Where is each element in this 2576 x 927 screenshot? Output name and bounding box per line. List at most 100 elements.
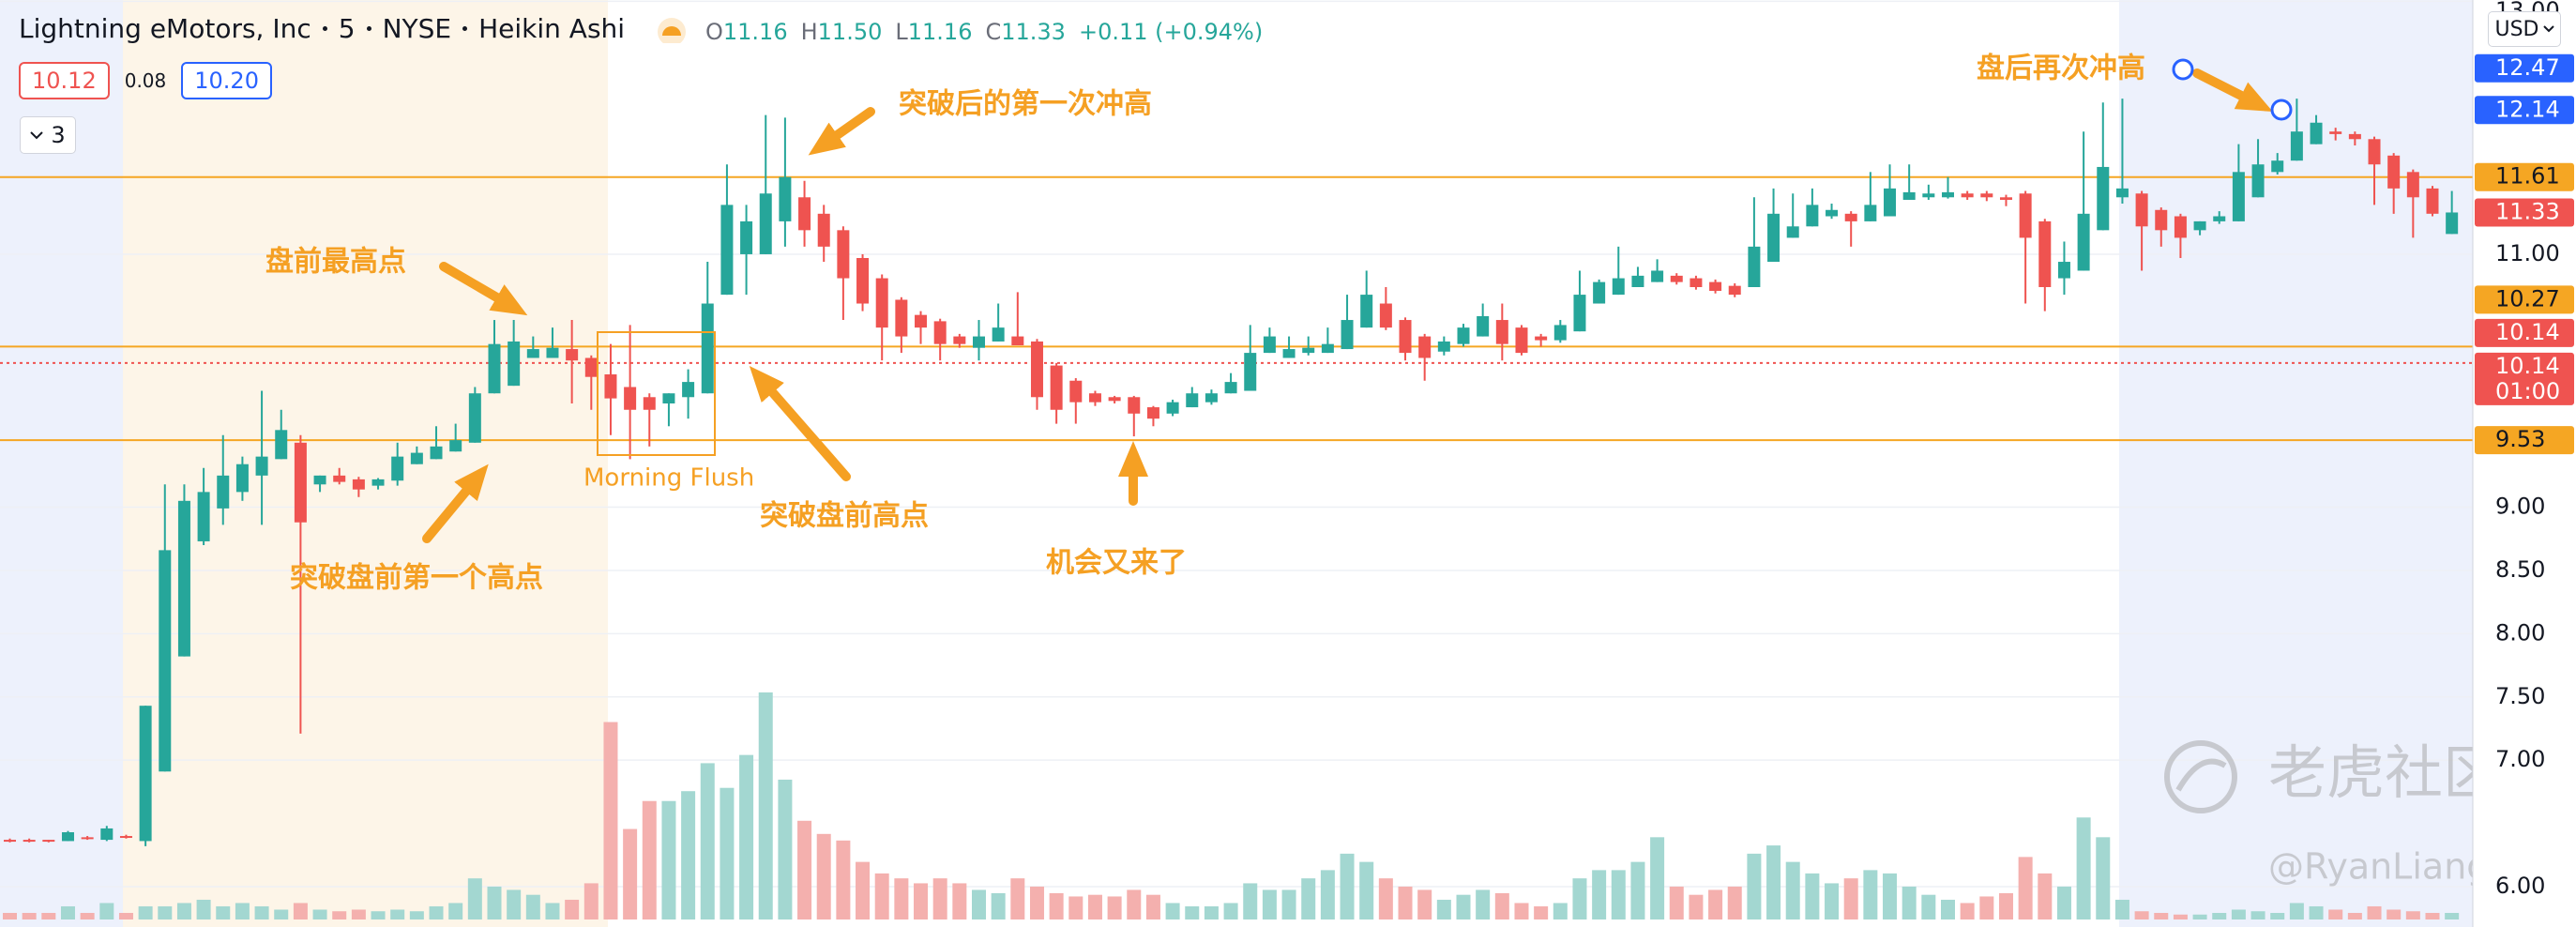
- y-tick-label: 8.00: [2495, 619, 2545, 646]
- volume-bar: [758, 692, 773, 919]
- price-label-box: [2475, 96, 2574, 125]
- candle-body: [2368, 139, 2381, 165]
- volume-bar: [1747, 853, 1762, 919]
- candle-body: [759, 193, 772, 254]
- volume-bar: [1476, 889, 1491, 919]
- indicator-toggle[interactable]: 3: [20, 116, 76, 154]
- volume-bar: [1941, 899, 1955, 919]
- candle-body: [1844, 213, 1857, 221]
- price-label-box: [2475, 198, 2574, 227]
- volume-bar: [1165, 903, 1180, 919]
- ohlc-key: H: [800, 19, 818, 45]
- volume-bar: [1494, 892, 1509, 919]
- volume-bar: [1825, 883, 1840, 919]
- price-label-box: [2475, 352, 2574, 405]
- ohlc-key: O: [705, 19, 723, 45]
- sell-price[interactable]: 10.12: [19, 62, 110, 99]
- volume-bar: [118, 912, 133, 919]
- ohlc-key: L: [895, 19, 908, 45]
- volume-bar: [972, 889, 986, 919]
- candle-body: [546, 347, 559, 358]
- candle-body: [604, 374, 617, 399]
- drawing-anchor: [2172, 58, 2194, 81]
- volume-bar: [1417, 889, 1432, 919]
- volume-bar: [1689, 894, 1704, 919]
- candle-body: [1728, 285, 1741, 296]
- volume-bar: [80, 912, 95, 919]
- interval[interactable]: 5: [338, 13, 356, 44]
- candle-body: [2271, 160, 2284, 173]
- volume-bar: [1320, 870, 1335, 919]
- candle-body: [313, 475, 326, 485]
- y-tick-label: 7.50: [2495, 683, 2545, 709]
- candle-body: [662, 393, 675, 404]
- volume-bar: [99, 903, 114, 919]
- candle-body: [895, 299, 908, 337]
- candle-body: [682, 382, 695, 398]
- candle-body: [1302, 347, 1315, 354]
- candle-body: [1786, 226, 1799, 238]
- candle-body: [2097, 166, 2110, 231]
- volume-bar: [565, 899, 580, 919]
- currency-select[interactable]: USD: [2488, 11, 2561, 47]
- volume-bar: [2445, 912, 2460, 919]
- volume-bar: [2076, 817, 2091, 919]
- symbol-title: Lightning eMotors, Inc: [19, 13, 311, 44]
- volume-bar: [1243, 883, 1258, 919]
- volume-bar: [874, 873, 889, 919]
- arrow: [2192, 68, 2273, 113]
- volume-bar: [1592, 870, 1607, 919]
- volume-bar: [2038, 873, 2053, 919]
- volume-bar: [2173, 914, 2188, 919]
- candle-body: [1515, 327, 1528, 354]
- candle-body: [992, 327, 1005, 342]
- candle-body: [1651, 270, 1664, 282]
- candle-body: [856, 257, 870, 304]
- volume-bar: [409, 911, 424, 919]
- candle-body: [391, 456, 404, 481]
- watermark-text: 老虎社区: [2268, 738, 2501, 807]
- volume-bar: [545, 903, 560, 919]
- candle-body: [255, 456, 268, 476]
- volume-bar: [371, 911, 386, 919]
- candle-body: [1748, 246, 1761, 287]
- candle-body: [2446, 212, 2459, 235]
- buy-price[interactable]: 10.20: [181, 62, 272, 99]
- drawing-anchor: [2270, 99, 2293, 121]
- volume-bar: [642, 800, 657, 919]
- candle-body: [1069, 380, 1083, 403]
- candle-body: [584, 357, 598, 377]
- candle-body: [2057, 262, 2070, 279]
- candle-body: [837, 230, 850, 279]
- candle-body: [42, 840, 55, 843]
- watermark-handle: @RyanLiang: [2268, 846, 2489, 888]
- volume-bar: [1223, 903, 1238, 919]
- candle-body: [1477, 316, 1490, 337]
- symbol-header: Lightning eMotors, Inc 5 NYSE Heikin Ash…: [19, 13, 689, 44]
- candle-body: [1573, 295, 1586, 332]
- volume-bar: [448, 903, 463, 919]
- volume-bar: [1281, 889, 1296, 919]
- candle-body: [1166, 402, 1179, 414]
- volume-layer: [3, 692, 2460, 919]
- candle-body: [1612, 278, 1625, 296]
- annotation: 突破盘前高点: [760, 500, 929, 533]
- candle-body: [2213, 216, 2226, 221]
- candle-body: [235, 464, 249, 493]
- premarket-shade: [0, 0, 123, 927]
- volume-bar: [1650, 837, 1665, 919]
- candle-body: [1418, 336, 1432, 358]
- price-label-box: [2475, 162, 2574, 191]
- levels: [0, 175, 2473, 442]
- spread: 0.08: [124, 69, 167, 92]
- volume-bar: [2212, 912, 2227, 919]
- candle-body: [23, 840, 36, 843]
- volume-bar: [1979, 896, 1994, 919]
- volume-bar: [1049, 892, 1064, 919]
- candle-body: [1244, 353, 1257, 391]
- candle-body: [2193, 220, 2206, 231]
- volume-bar: [952, 883, 967, 919]
- price-label-countdown: 01:00: [2495, 378, 2560, 404]
